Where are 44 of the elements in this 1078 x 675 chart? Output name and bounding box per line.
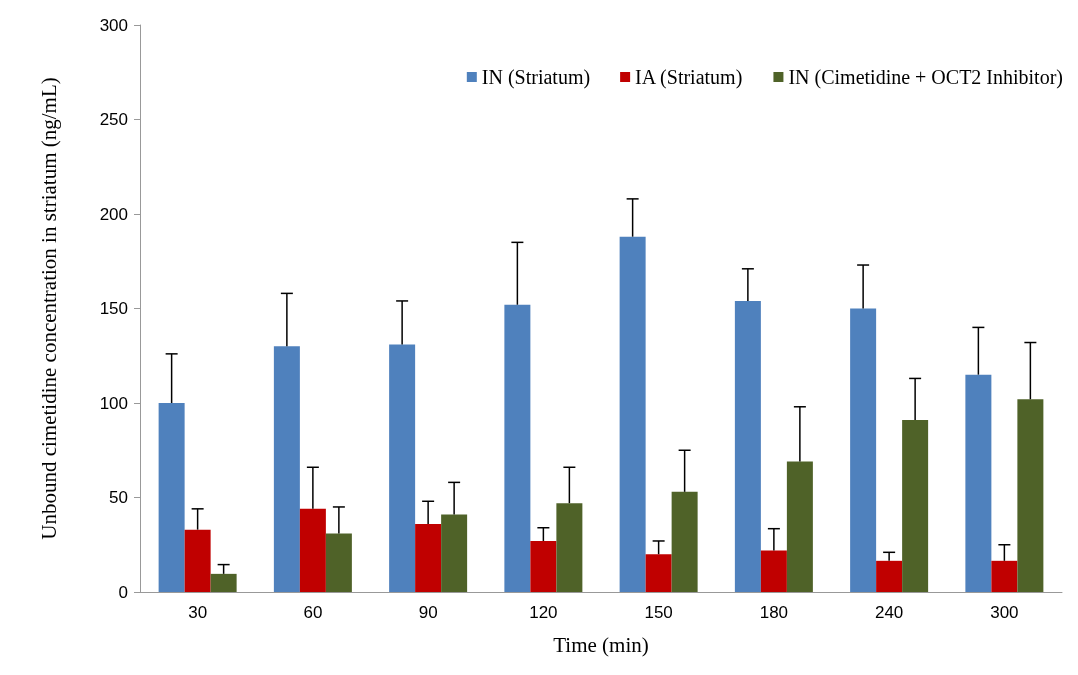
legend-label: IN (Striatum) [481,66,591,89]
bar [876,560,903,592]
y-tick-label: 250 [99,110,128,129]
x-tick-label: 300 [990,603,1019,622]
y-tick-label: 150 [99,299,128,318]
bar [184,529,211,592]
x-tick-label: 60 [303,603,323,622]
legend-label: IN (Cimetidine + OCT2 Inhibitor) [788,66,1064,89]
bar [786,461,813,592]
y-tick-label: 200 [99,204,128,224]
bar [734,300,761,592]
bar [299,508,326,592]
bar [556,503,583,592]
y-tick-label: 50 [109,488,128,507]
x-tick-label: 180 [759,603,789,622]
y-tick-label: 0 [118,582,128,602]
bar [415,523,442,592]
x-tick-label: 120 [529,603,558,622]
bar [158,403,185,592]
x-tick-label: 150 [644,603,673,622]
x-tick-label: 240 [874,603,904,622]
bar [389,344,416,592]
legend-label: IA (Striatum) [635,66,743,89]
bar [325,533,352,592]
bar [441,514,468,592]
x-tick-label: 90 [418,603,438,622]
bar [645,554,672,592]
y-axis-title: Unbound cimetidine concentration in striatum (ng/mL) [37,77,61,540]
bar [965,374,992,592]
bar [671,491,698,592]
bar [530,540,557,592]
x-tick-label: 30 [188,603,208,622]
bar [760,550,787,592]
bar [902,420,929,592]
bar [619,236,646,592]
x-axis-title: Time (min) [553,632,649,657]
y-tick-label: 100 [99,393,128,413]
bar [273,346,300,592]
bar [210,573,237,592]
bar [504,304,531,592]
y-tick-label: 300 [99,15,128,35]
bar [1017,399,1044,592]
bar [850,308,877,592]
bar [991,560,1018,592]
